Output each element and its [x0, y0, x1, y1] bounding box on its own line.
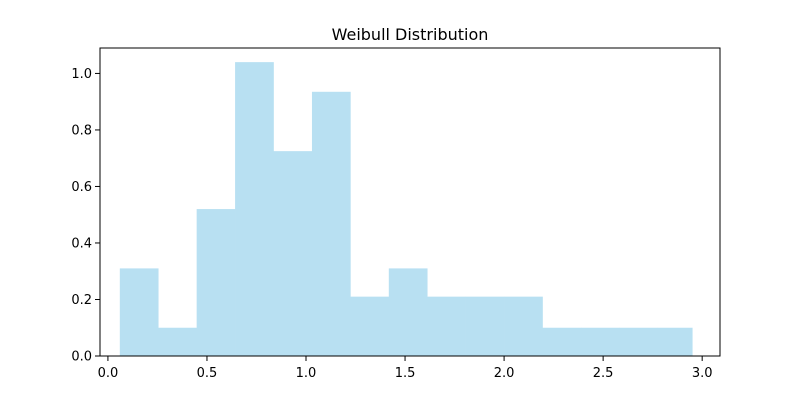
histogram-bar [427, 296, 466, 356]
histogram-bar [273, 151, 313, 356]
x-tick-label: 0.5 [197, 366, 218, 381]
y-tick-label: 0.2 [71, 293, 92, 308]
histogram-bar [504, 296, 543, 356]
bars-group [119, 62, 693, 357]
y-tick-label: 0.4 [71, 236, 92, 251]
histogram-bar [311, 91, 351, 357]
histogram-bar [235, 62, 274, 356]
histogram-bar [619, 327, 659, 356]
y-tick-label: 1.0 [71, 67, 92, 82]
y-tick-label: 0.6 [71, 180, 92, 195]
y-tick-label: 0.8 [71, 123, 92, 138]
histogram-bar [196, 209, 236, 356]
histogram-bar [350, 296, 390, 356]
x-tick-label: 1.0 [296, 366, 317, 381]
histogram-bar [158, 327, 197, 356]
x-tick-label: 2.0 [494, 366, 515, 381]
histogram-bar [657, 327, 693, 356]
x-tick-label: 2.5 [593, 366, 614, 381]
plot-frame [99, 47, 721, 357]
histogram-bar [580, 327, 620, 356]
y-tick-label: 0.0 [71, 350, 92, 365]
y-axis: 0.0 0.2 0.4 0.6 0.8 1.0 [71, 67, 100, 365]
histogram-bar [388, 268, 428, 356]
chart-title: Weibull Distribution [332, 25, 489, 44]
histogram-bar [542, 327, 582, 356]
x-tick-label: 3.0 [692, 366, 713, 381]
x-tick-label: 1.5 [395, 366, 416, 381]
histogram-bar [119, 268, 159, 356]
histogram-bar [465, 296, 505, 356]
x-axis: 0.0 0.5 1.0 1.5 2.0 2.5 3.0 [98, 356, 713, 381]
x-tick-label: 0.0 [98, 366, 119, 381]
